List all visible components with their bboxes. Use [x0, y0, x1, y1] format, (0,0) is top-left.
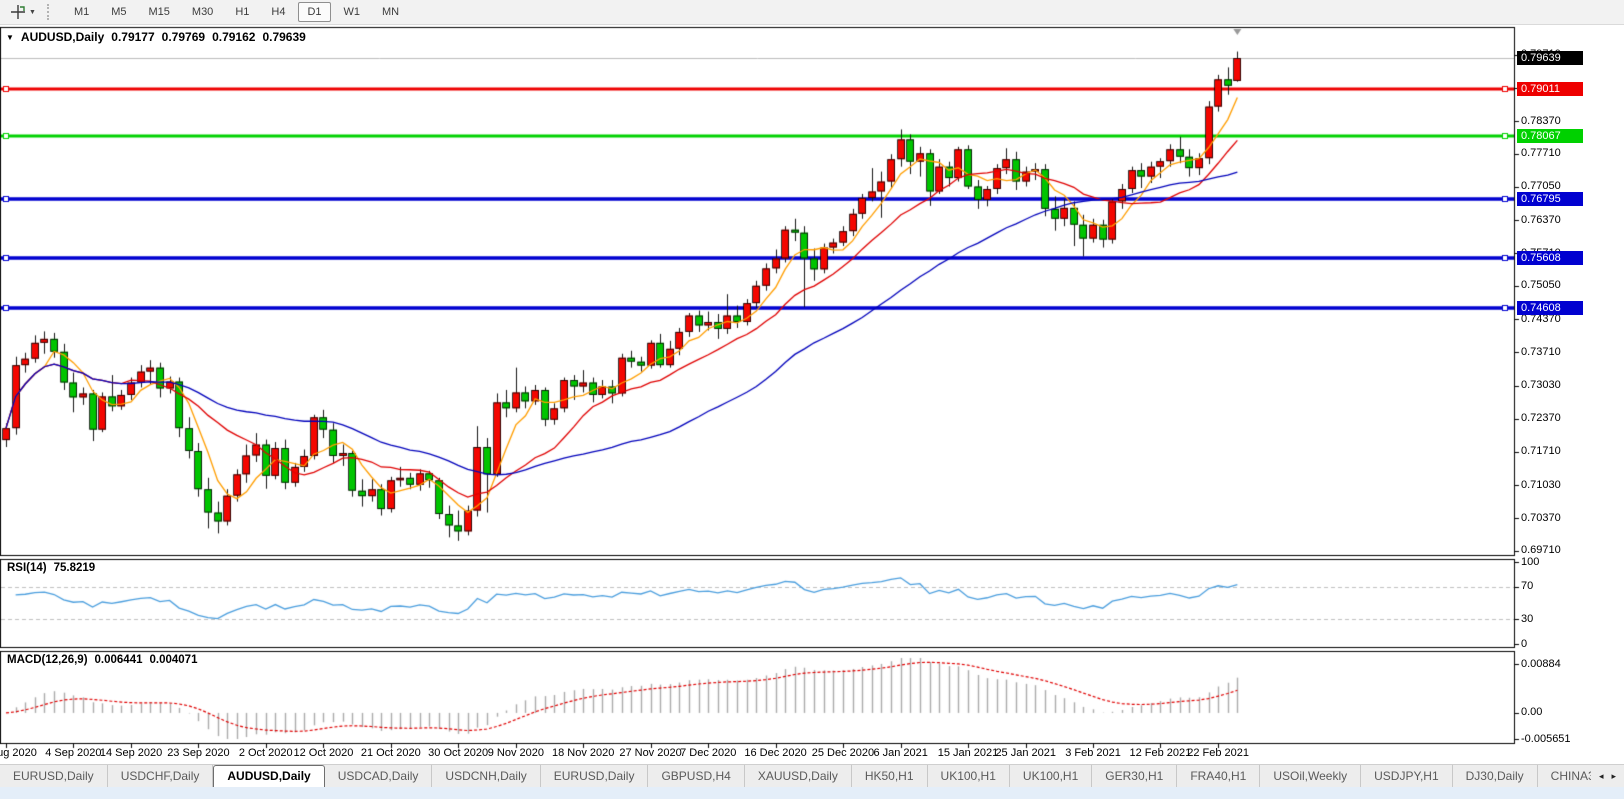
chevron-down-icon[interactable]: ▼: [29, 8, 36, 16]
chart-tab-eurusd-daily[interactable]: EURUSD,Daily: [0, 765, 108, 787]
crosshair-tool-icon: [11, 5, 25, 19]
toolbar-grip: [46, 4, 53, 20]
timeframe-button-m15[interactable]: M15: [148, 6, 170, 18]
chart-tab-xauusd-daily[interactable]: XAUUSD,Daily: [745, 765, 852, 787]
timeframe-button-m5[interactable]: M5: [111, 6, 127, 18]
chart-tab-dj30-daily[interactable]: DJ30,Daily: [1453, 765, 1538, 787]
chart-tab-china300-h1[interactable]: CHINA300,H1: [1538, 765, 1591, 787]
chart-tab-fra40-h1[interactable]: FRA40,H1: [1177, 765, 1261, 787]
chart-tab-usdjpy-h1[interactable]: USDJPY,H1: [1361, 765, 1453, 787]
chart-tab-audusd-daily[interactable]: AUDUSD,Daily: [213, 765, 325, 787]
chart-tab-uk100-h1[interactable]: UK100,H1: [1010, 765, 1093, 787]
chart-tab-eurusd-daily[interactable]: EURUSD,Daily: [541, 765, 649, 787]
chart-tab-gbpusd-h4[interactable]: GBPUSD,H4: [648, 765, 745, 787]
timeframe-button-d1[interactable]: D1: [298, 2, 331, 22]
chart-tab-usdchf-daily[interactable]: USDCHF,Daily: [108, 765, 214, 787]
crosshair-tool-button[interactable]: ▼: [5, 2, 41, 22]
timeframe-button-h1[interactable]: H1: [235, 6, 250, 18]
timeframe-button-m30[interactable]: M30: [191, 6, 214, 18]
status-strip: [0, 787, 1624, 799]
chart-tab-uk100-h1[interactable]: UK100,H1: [928, 765, 1010, 787]
chart-tabs: EURUSD,Daily USDCHF,Daily AUDUSD,Daily USDC…: [0, 765, 1591, 787]
timeframe-button-h4[interactable]: H4: [271, 6, 286, 18]
timeframe-buttons: M1 M5 M15 M30 H1 H4 D1 W1 MN: [63, 2, 410, 22]
tab-scroll-right-button[interactable]: ▸: [1611, 770, 1616, 781]
chart-tab-usdcnh-daily[interactable]: USDCNH,Daily: [432, 765, 541, 787]
tab-scroll-left-button[interactable]: ◂: [1598, 770, 1604, 781]
chart-tab-hk50-h1[interactable]: HK50,H1: [852, 765, 928, 787]
chart-tab-usoil-weekly[interactable]: USOil,Weekly: [1260, 765, 1362, 787]
timeframe-button-w1[interactable]: W1: [343, 6, 361, 18]
chart-tab-ger30-h1[interactable]: GER30,H1: [1092, 765, 1178, 787]
chart-tab-bar: EURUSD,Daily USDCHF,Daily AUDUSD,Daily USDC…: [0, 764, 1624, 787]
chart-tab-usdcad-daily[interactable]: USDCAD,Daily: [325, 765, 433, 787]
tab-scroll-arrows: ◂ ▸: [1591, 765, 1624, 787]
timeframe-button-m1[interactable]: M1: [73, 6, 90, 18]
timeframe-button-mn[interactable]: MN: [382, 6, 400, 18]
timeframe-toolbar: ▼ M1 M5 M15 M30 H1 H4 D1 W1 MN: [0, 0, 1624, 25]
